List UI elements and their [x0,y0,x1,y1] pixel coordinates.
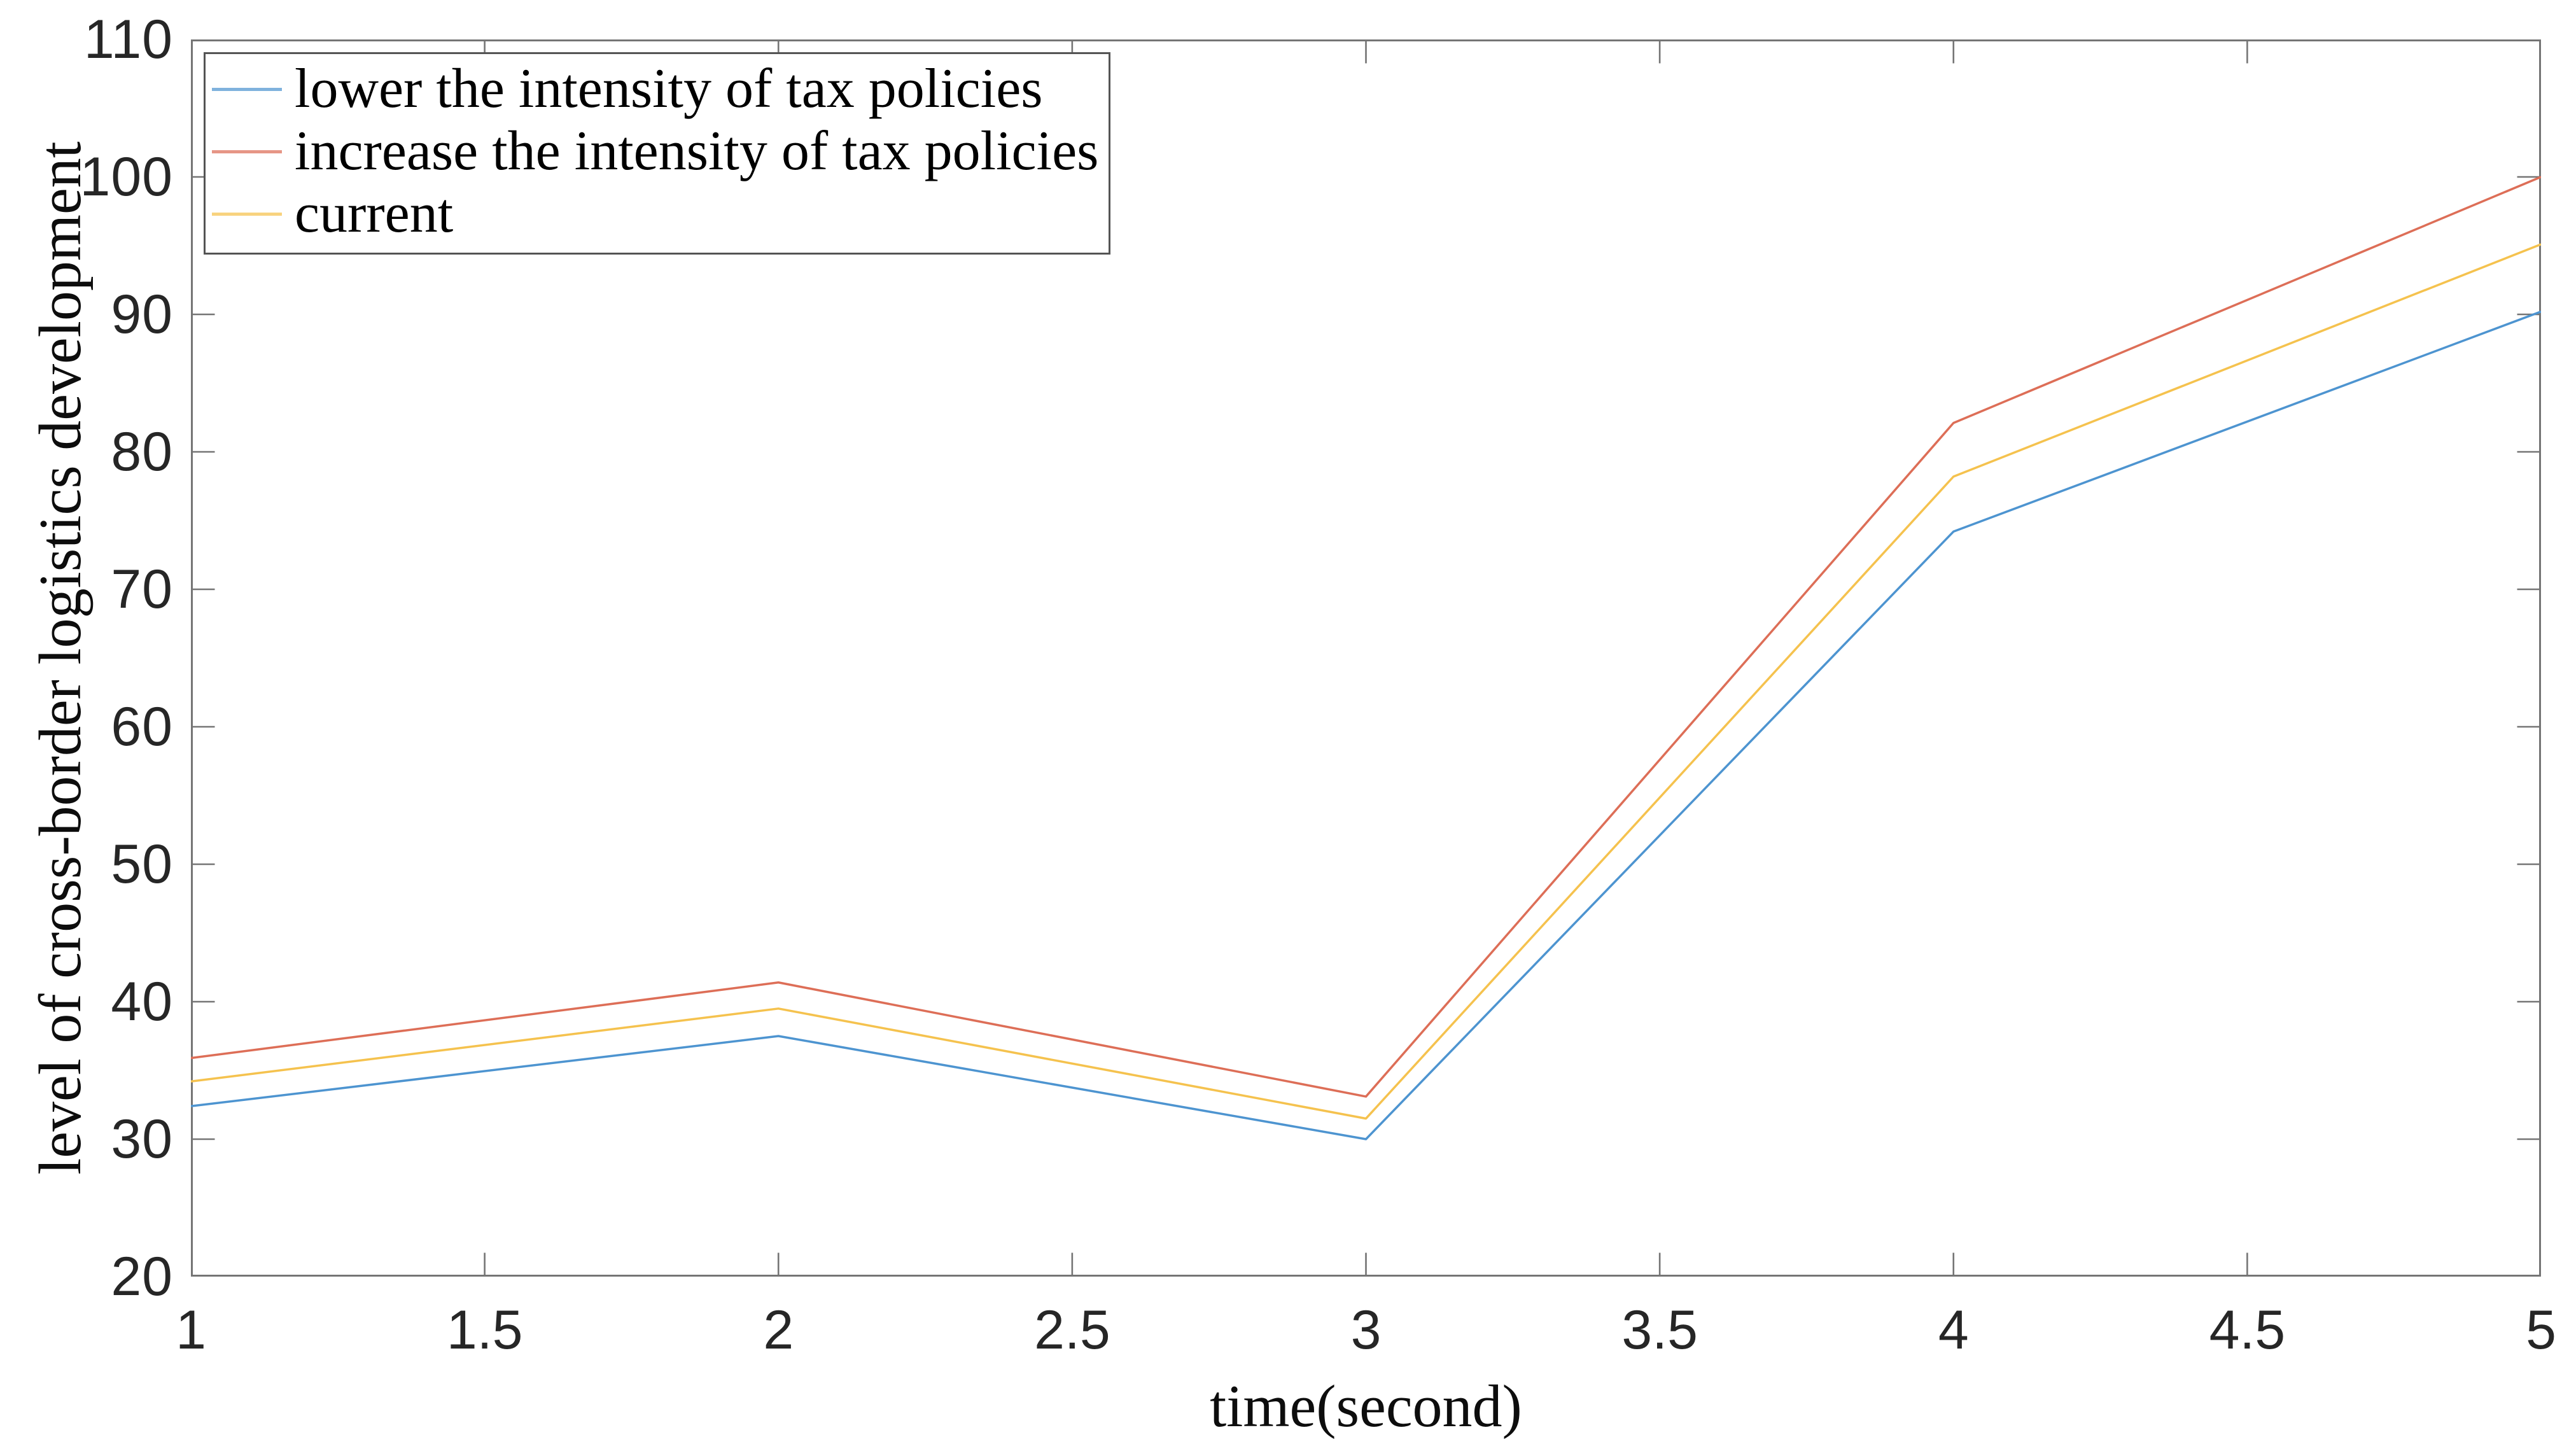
legend-line-swatch-red [212,150,282,153]
y-tick-label: 30 [111,1109,173,1170]
y-tick-label: 110 [83,9,173,70]
series-line-2 [191,243,2541,1120]
x-tick-label: 5 [2526,1300,2556,1361]
x-tick-label: 1.5 [446,1300,523,1361]
x-tick-label: 4 [1938,1300,1969,1361]
legend-label: current [295,183,454,244]
legend-row: lower the intensity of tax policies [212,58,1098,120]
x-tick-label: 3 [1350,1300,1382,1361]
y-tick-label: 90 [111,284,173,345]
x-axis-tick-labels: 1 1.5 2 2.5 3 3.5 4 4.5 5 [0,1298,2576,1368]
y-tick-label: 40 [111,971,173,1032]
legend-line-swatch-yellow [212,212,282,216]
y-tick-label: 60 [111,696,173,757]
y-tick-label: 20 [111,1246,173,1307]
x-axis-title: time(second) [1210,1373,1522,1440]
y-tick-label: 70 [111,559,173,620]
plot-area: lower the intensity of tax policies incr… [191,39,2541,1277]
x-tick-label: 1 [176,1300,206,1361]
legend: lower the intensity of tax policies incr… [204,52,1111,255]
x-tick-label: 4.5 [2209,1300,2286,1361]
y-tick-label: 80 [111,421,173,482]
legend-row: current [212,183,1098,245]
y-tick-label: 100 [80,146,173,207]
plot-canvas [191,39,2541,1277]
legend-line-swatch-blue [212,87,282,91]
legend-label: lower the intensity of tax policies [295,58,1043,120]
legend-row: increase the intensity of tax policies [212,120,1098,183]
x-tick-label: 2 [763,1300,794,1361]
x-tick-label: 2.5 [1034,1300,1110,1361]
series-line-0 [191,311,2541,1140]
x-tick-label: 3.5 [1621,1300,1698,1361]
y-axis-tick-labels: 20 30 40 50 60 70 80 90 100 110 [0,0,173,1451]
series-line-1 [191,176,2541,1098]
legend-label: increase the intensity of tax policies [295,120,1099,182]
y-tick-label: 50 [111,834,173,895]
